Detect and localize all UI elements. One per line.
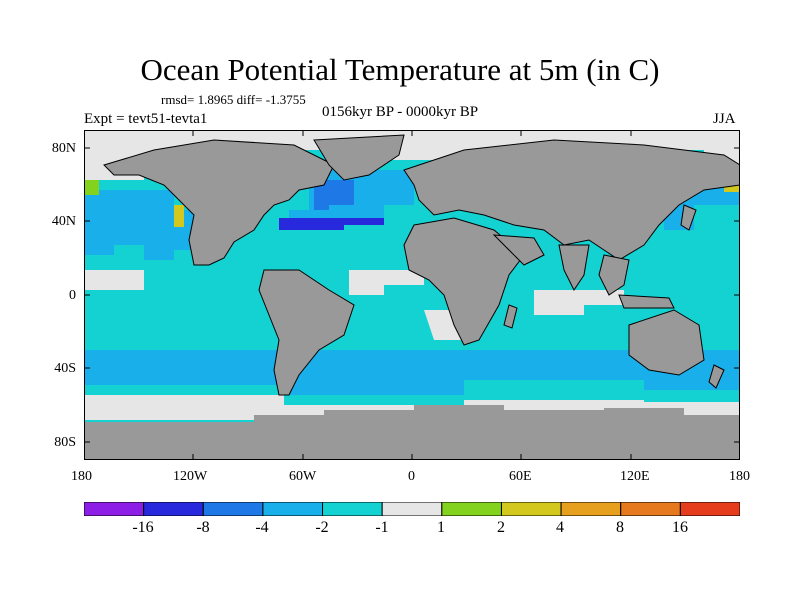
japan — [680, 204, 697, 231]
east-pacific-missing — [84, 270, 144, 290]
lat-tick-40n: 40N — [51, 214, 76, 229]
colorbar-label-neg4: -4 — [255, 519, 269, 536]
greenland — [313, 134, 405, 181]
period-label: 0156kyr BP - 0000kyr BP — [322, 104, 479, 120]
axis-ticks — [84, 130, 740, 460]
lon-tick-120w: 120W — [173, 469, 208, 484]
lon-tick-180-right: 180 — [729, 469, 750, 484]
lat-tick-0: 0 — [69, 288, 76, 303]
tropical-atlantic-missing — [349, 270, 424, 295]
colorbar-box-0 — [84, 502, 145, 516]
colorbar — [84, 502, 740, 516]
plot-title: Ocean Potential Temperature at 5m (in C) — [140, 52, 660, 87]
gulf-stream-cold-anomaly — [279, 218, 384, 230]
lon-tick-180-left: 180 — [71, 469, 92, 484]
colorbar-label-1: 1 — [437, 519, 445, 536]
colorbar-box-10 — [679, 502, 740, 516]
colorbar-label-16: 16 — [672, 519, 688, 536]
southeast-asia — [598, 254, 630, 296]
colorbar-box-8 — [560, 502, 622, 516]
indonesia — [618, 294, 675, 309]
lon-tick-60w: 60W — [289, 469, 317, 484]
india — [558, 244, 590, 291]
africa — [403, 217, 525, 346]
colorbar-label-neg16: -16 — [132, 519, 154, 536]
colorbar-box-1 — [143, 502, 204, 516]
colorbar-label-8: 8 — [616, 519, 624, 536]
arabian-peninsula — [492, 234, 545, 266]
southern-ocean-light-blue — [84, 350, 740, 395]
warm-anomaly-bering — [84, 180, 99, 195]
warm-anomaly-pacific-ne — [174, 205, 184, 227]
colorbar-label-neg1: -1 — [375, 519, 389, 536]
antarctica — [84, 405, 740, 460]
colorbar-label-neg2: -2 — [315, 519, 329, 536]
lat-tick-80s: 80S — [54, 435, 76, 450]
colorbar-box-6 — [441, 502, 502, 516]
season-label: JJA — [713, 111, 736, 127]
colorbar-box-9 — [620, 502, 681, 516]
colorbar-label-neg8: -8 — [196, 519, 210, 536]
lat-tick-40s: 40S — [54, 361, 76, 376]
colorbar-box-3 — [262, 502, 324, 516]
indian-ocean-missing — [534, 290, 624, 315]
lon-tick-120e: 120E — [620, 469, 650, 484]
colorbar-label-4: 4 — [556, 519, 564, 536]
north-america — [103, 139, 335, 266]
south-america — [258, 269, 355, 396]
lon-tick-0: 0 — [408, 469, 415, 484]
colorbar-box-2 — [202, 502, 264, 516]
colorbar-box-7 — [500, 502, 562, 516]
colorbar-label-2: 2 — [497, 519, 505, 536]
experiment-label: Expt = tevt51-tevta1 — [84, 111, 208, 127]
lat-tick-80n: 80N — [51, 141, 76, 156]
australia — [628, 309, 705, 376]
new-zealand — [708, 364, 725, 389]
stats-label: rmsd= 1.8965 diff= -1.3755 — [161, 92, 306, 107]
lon-tick-60e: 60E — [509, 469, 532, 484]
ocean-temperature-map — [84, 130, 740, 460]
colorbar-box-5 — [381, 502, 443, 516]
madagascar — [503, 304, 518, 329]
land-masses — [103, 134, 740, 396]
colorbar-box-4 — [322, 502, 383, 516]
labrador-sea-patch — [314, 180, 354, 210]
